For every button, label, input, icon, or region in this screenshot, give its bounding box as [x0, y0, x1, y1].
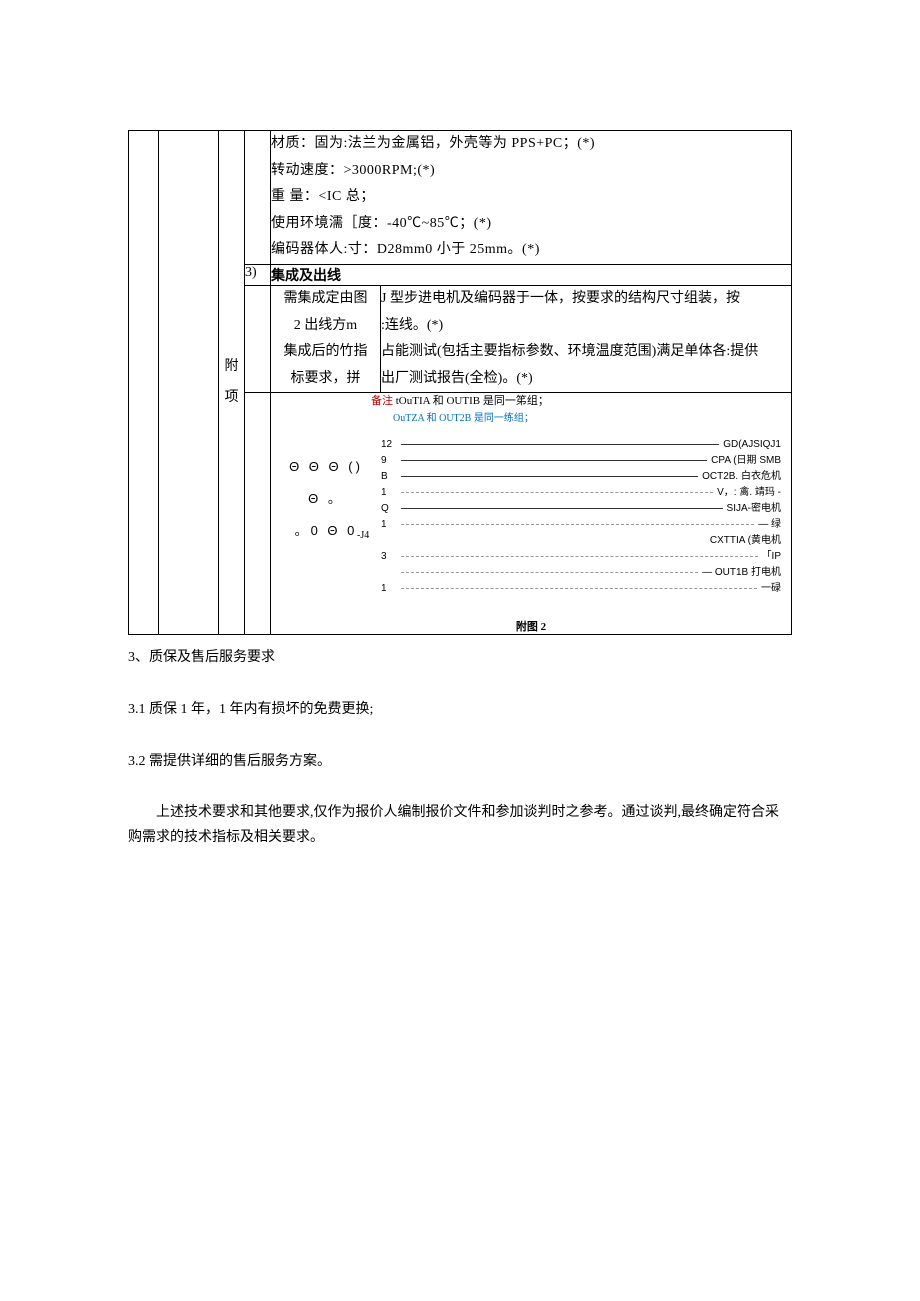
spec-line: 重 量：<IC 总；: [271, 184, 791, 211]
attach-text: 附项: [219, 352, 244, 414]
symbol-row: Θ 。: [271, 486, 381, 512]
heading: 3、质保及售后服务要求: [128, 641, 792, 675]
page: 附项 材质：固为:法兰为金属铝，外壳等为 PPS+PC；(*) 转动速度：>30…: [0, 0, 920, 911]
left-line: 集成后的竹指: [271, 339, 380, 366]
wire-line: CXTTIA (黄电机: [381, 536, 781, 546]
wire-label: — OUT1B 打电机: [702, 568, 781, 578]
pin: 12: [381, 440, 397, 450]
pin: B: [381, 472, 397, 482]
diagram-body: Θ Θ Θ () Θ 。 。0 Θ 0 12 GD(AJSIQJ1 9 CPA (日…: [271, 440, 791, 600]
cell-diagram: 备注 tOuTIA 和 OUTIB 是同一笫组； OuTZA 和 OUT2B 是…: [271, 393, 792, 635]
diagram-left-symbols: Θ Θ Θ () Θ 。 。0 Θ 0: [271, 440, 381, 600]
wire-label: CPA (日期 SMB: [711, 456, 781, 466]
cell-title: 集成及出线: [271, 264, 792, 285]
right-line: J 型步进电机及编码器于一体，按要求的结构尺寸组装，按: [381, 286, 791, 313]
cell-left-text: 需集成定由图 2 出线方m 集成后的竹指 标要求，拼: [271, 285, 381, 392]
right-line: 出厂测试报告(全检)。(*): [381, 366, 791, 393]
pin: Q: [381, 504, 397, 514]
wire-label: OCT2B. 白衣危机: [702, 472, 781, 482]
wire-line: 3 「IP: [381, 552, 781, 562]
diagram-caption: 附图 2: [271, 618, 791, 634]
left-line: 标要求，拼: [271, 366, 380, 393]
cell-right-text: J 型步进电机及编码器于一体，按要求的结构尺寸组装，按 :连线。(*) 占能测试…: [381, 285, 792, 392]
wire: [401, 476, 698, 477]
spec-line: 使用环境濡［度：-40℃~85℃；(*): [271, 211, 791, 238]
j4-label: -J4: [357, 530, 369, 541]
pin: 1: [381, 488, 397, 498]
section-title: 集成及出线: [271, 269, 341, 284]
spec-line: 转动速度：>3000RPM;(*): [271, 158, 791, 185]
spec-line: 材质：固为:法兰为金属铝，外壳等为 PPS+PC；(*): [271, 131, 791, 158]
table-row: 附项 材质：固为:法兰为金属铝，外壳等为 PPS+PC；(*) 转动速度：>30…: [129, 131, 792, 265]
wire-line: 12 GD(AJSIQJ1: [381, 440, 781, 450]
wire-label: GD(AJSIQJ1: [723, 440, 781, 450]
wire: [401, 524, 754, 525]
cell-blank-a: [129, 131, 159, 635]
wire-label: 「IP: [762, 552, 781, 562]
clause: 3.1 质保 1 年，1 年内有损坏的免费更换;: [128, 693, 792, 727]
wire: [401, 492, 713, 493]
wire-line: 1 V，: 禽. 靖玛 -: [381, 488, 781, 498]
note-text: tOuTIA 和 OUTIB 是同一笫组；: [396, 395, 549, 407]
cell-blank-d3: [245, 285, 271, 392]
left-line: 2 出线方m: [271, 313, 380, 340]
wire-label: — 绿: [758, 520, 781, 530]
spec-line: 编码器体人:寸：D28mm0 小于 25mm。(*): [271, 237, 791, 264]
wire: [401, 588, 757, 589]
wire-label: SIJA-密电机: [727, 504, 781, 514]
wire: [401, 460, 707, 461]
wire-line: Q SIJA-密电机: [381, 504, 781, 514]
wire: [401, 508, 723, 509]
wire-line: 9 CPA (日期 SMB: [381, 456, 781, 466]
wire-line: — OUT1B 打电机: [381, 568, 781, 578]
cell-specs: 材质：固为:法兰为金属铝，外壳等为 PPS+PC；(*) 转动速度：>3000R…: [271, 131, 792, 265]
left-line: 需集成定由图: [271, 286, 380, 313]
wire: [401, 572, 698, 573]
diagram-note: 备注 tOuTIA 和 OUTIB 是同一笫组； OuTZA 和 OUT2B 是…: [371, 393, 791, 426]
wire-line: 1 一碌: [381, 584, 781, 594]
spec-table: 附项 材质：固为:法兰为金属铝，外壳等为 PPS+PC；(*) 转动速度：>30…: [128, 130, 792, 635]
closing-paragraph: 上述技术要求和其他要求,仅作为报价人编制报价文件和参加谈判时之参考。通过谈判,最…: [128, 800, 792, 850]
clause: 3.2 需提供详细的售后服务方案。: [128, 745, 792, 779]
row-number: 3): [245, 265, 257, 280]
note-text2: OuTZA 和 OUT2B 是同一练组；: [393, 413, 534, 424]
cell-blank-b: [159, 131, 219, 635]
cell-blank-d4: [245, 393, 271, 635]
wire: [401, 444, 719, 445]
wire-line: B OCT2B. 白衣危机: [381, 472, 781, 482]
after-table-text: 3、质保及售后服务要求 3.1 质保 1 年，1 年内有损坏的免费更换; 3.2…: [128, 641, 792, 778]
pin: 3: [381, 552, 397, 562]
symbol-row: Θ Θ Θ (): [271, 454, 381, 480]
cell-attach: 附项: [219, 131, 245, 635]
pin: 1: [381, 584, 397, 594]
pin: 1: [381, 520, 397, 530]
wire-label: V，: 禽. 靖玛 -: [717, 488, 781, 498]
note-prefix: 备注: [371, 395, 393, 407]
cell-blank-d1: [245, 131, 271, 265]
diagram-lines: 12 GD(AJSIQJ1 9 CPA (日期 SMB B OCT2B. 白衣危机 1…: [381, 440, 791, 600]
right-line: :连线。(*): [381, 313, 791, 340]
wire-label: CXTTIA (黄电机: [710, 536, 781, 546]
cell-num: 3): [245, 264, 271, 285]
wire-line: 1 — 绿: [381, 520, 781, 530]
right-line: 占能测试(包括主要指标参数、环境温度范围)满足单体各:提供: [381, 339, 791, 366]
wire-label: 一碌: [761, 584, 781, 594]
pin: 9: [381, 456, 397, 466]
wire: [401, 556, 758, 557]
